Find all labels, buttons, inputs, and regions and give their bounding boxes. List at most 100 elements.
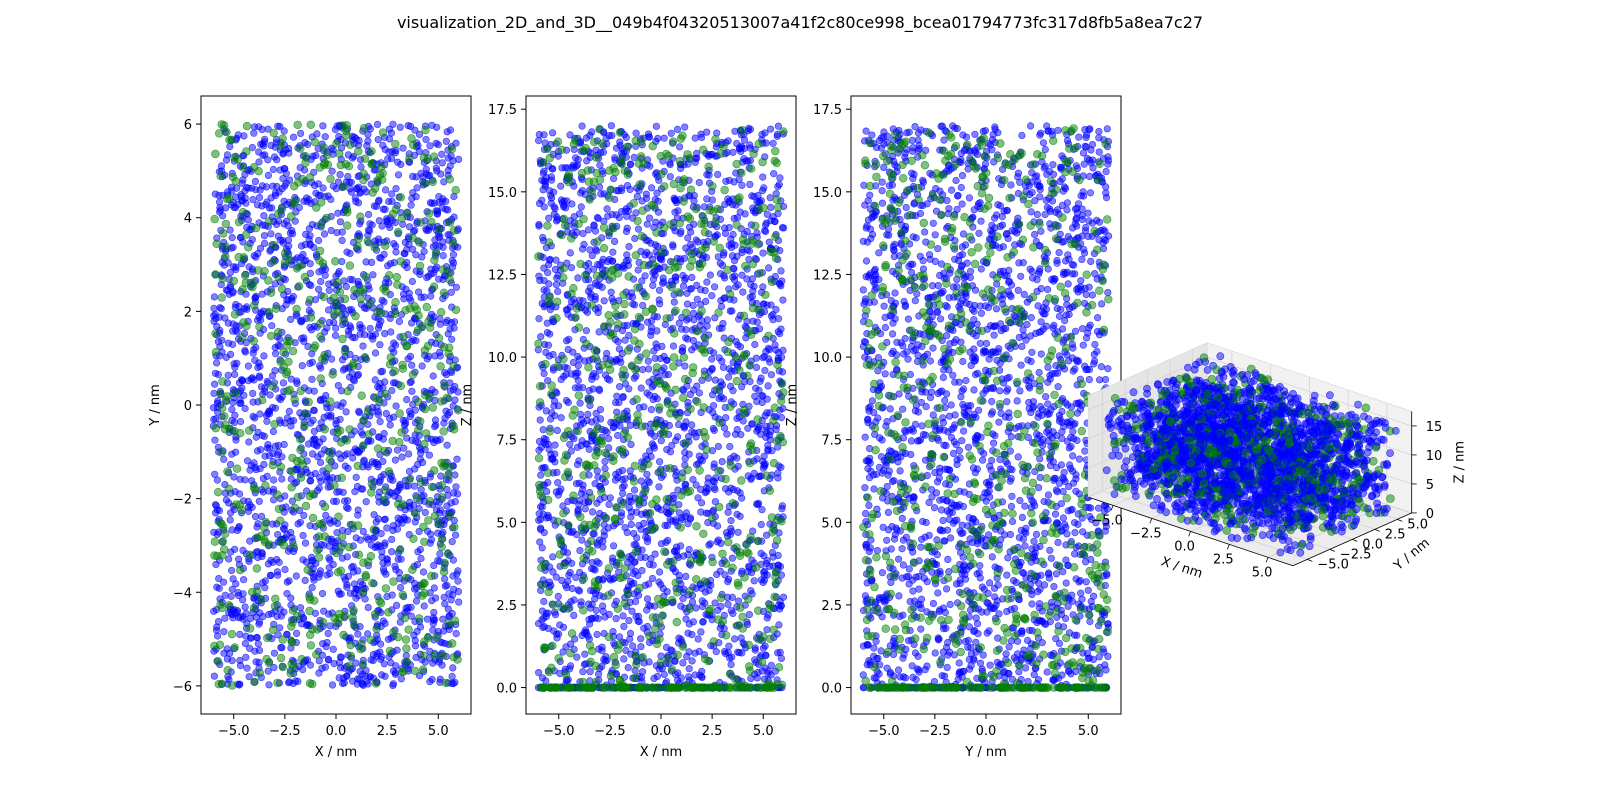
scatter-point [449,425,459,434]
scatter-point [655,568,664,576]
scatter-point [649,275,658,283]
scatter-point [544,269,552,277]
scatter-point [607,288,615,296]
scatter-point [324,655,333,664]
scatter-point [566,440,574,448]
scatter-point [717,297,725,305]
scatter-point [306,120,315,130]
scatter-point [588,615,596,623]
scatter-point [697,499,706,507]
scatter-point [242,147,251,156]
scatter-point [670,298,678,306]
scatter-point [581,650,589,658]
scatter-point [548,454,557,463]
scatter-point [340,347,350,356]
scatter-point [709,424,717,433]
scatter-point [777,654,786,663]
scatter-point [300,272,310,282]
scatter-point [734,597,743,605]
scatter-point [385,271,394,280]
scatter-point [400,613,409,623]
scatter-point [610,237,619,245]
scatter-point [687,228,695,236]
scatter-point [215,584,223,592]
scatter-point [345,331,353,339]
scatter-point [228,681,237,690]
scatter-point [376,598,386,608]
scatter-point [651,241,660,249]
scatter-point [727,484,735,492]
scatter-point [657,437,665,445]
scatter-point [334,512,343,521]
scatter-point [438,198,446,206]
scatter-point [228,234,236,242]
scatter-point [688,657,696,665]
scatter-point [774,328,782,336]
scatter-point [774,561,782,569]
scatter-point [374,136,382,144]
scatter-point [293,629,301,638]
scatter-point [730,178,738,186]
scatter-point [386,421,394,429]
scatter-point [596,406,605,414]
scatter-point [236,429,245,438]
scatter-point [409,534,418,543]
scatter-point [452,283,461,291]
scatter-point [757,520,765,529]
scatter-point [716,567,724,575]
scatter-point [395,409,404,418]
scatter-point [394,499,403,509]
scatter-point [285,678,293,686]
scatter-point [622,646,630,655]
scatter-point [306,232,314,240]
scatter-point [402,604,410,612]
scatter-point [455,155,463,163]
scatter-point [316,473,324,482]
scatter-point [257,316,265,324]
scatter-point [270,420,279,429]
scatter-point [346,140,355,149]
scatter-point [439,243,447,251]
scatter-point [676,229,684,238]
scatter-point [246,537,254,545]
scatter-point [246,466,254,474]
scatter-point [306,313,316,322]
scatter-point [247,587,257,597]
scatter-point [774,315,783,323]
scatter-point [252,658,260,666]
scatter-point [689,386,698,394]
scatter-point [234,591,243,600]
scatter-point [412,494,422,503]
scatter-point [762,433,770,441]
scatter-point [415,238,424,247]
scatter-point [250,677,259,687]
scatter-point [388,591,396,599]
scatter-point [658,342,666,351]
scatter-point [538,607,547,615]
scatter-point [401,635,411,644]
scatter-point [277,284,287,294]
scatter-point [264,560,273,568]
scatter-point [221,252,230,262]
scatter-point [612,614,620,623]
scatter-point [615,383,624,391]
scatter-point [318,589,327,598]
scatter-point [388,197,396,205]
scatter-point [710,483,718,492]
scatter-point [710,460,718,468]
scatter-point [438,639,446,647]
scatter-point [320,350,329,360]
scatter-point [777,267,785,275]
scatter-point [764,355,773,363]
scatter-point [211,424,220,433]
scatter-point [389,379,398,387]
scatter-point [390,367,399,376]
scatter-point [742,157,750,165]
scatter-point [711,599,719,607]
scatter-point [389,680,398,688]
scatter-point [379,617,388,625]
scatter-point [356,294,365,304]
scatter-point [319,618,328,627]
scatter-point [366,551,376,561]
scatter-point [393,446,402,454]
